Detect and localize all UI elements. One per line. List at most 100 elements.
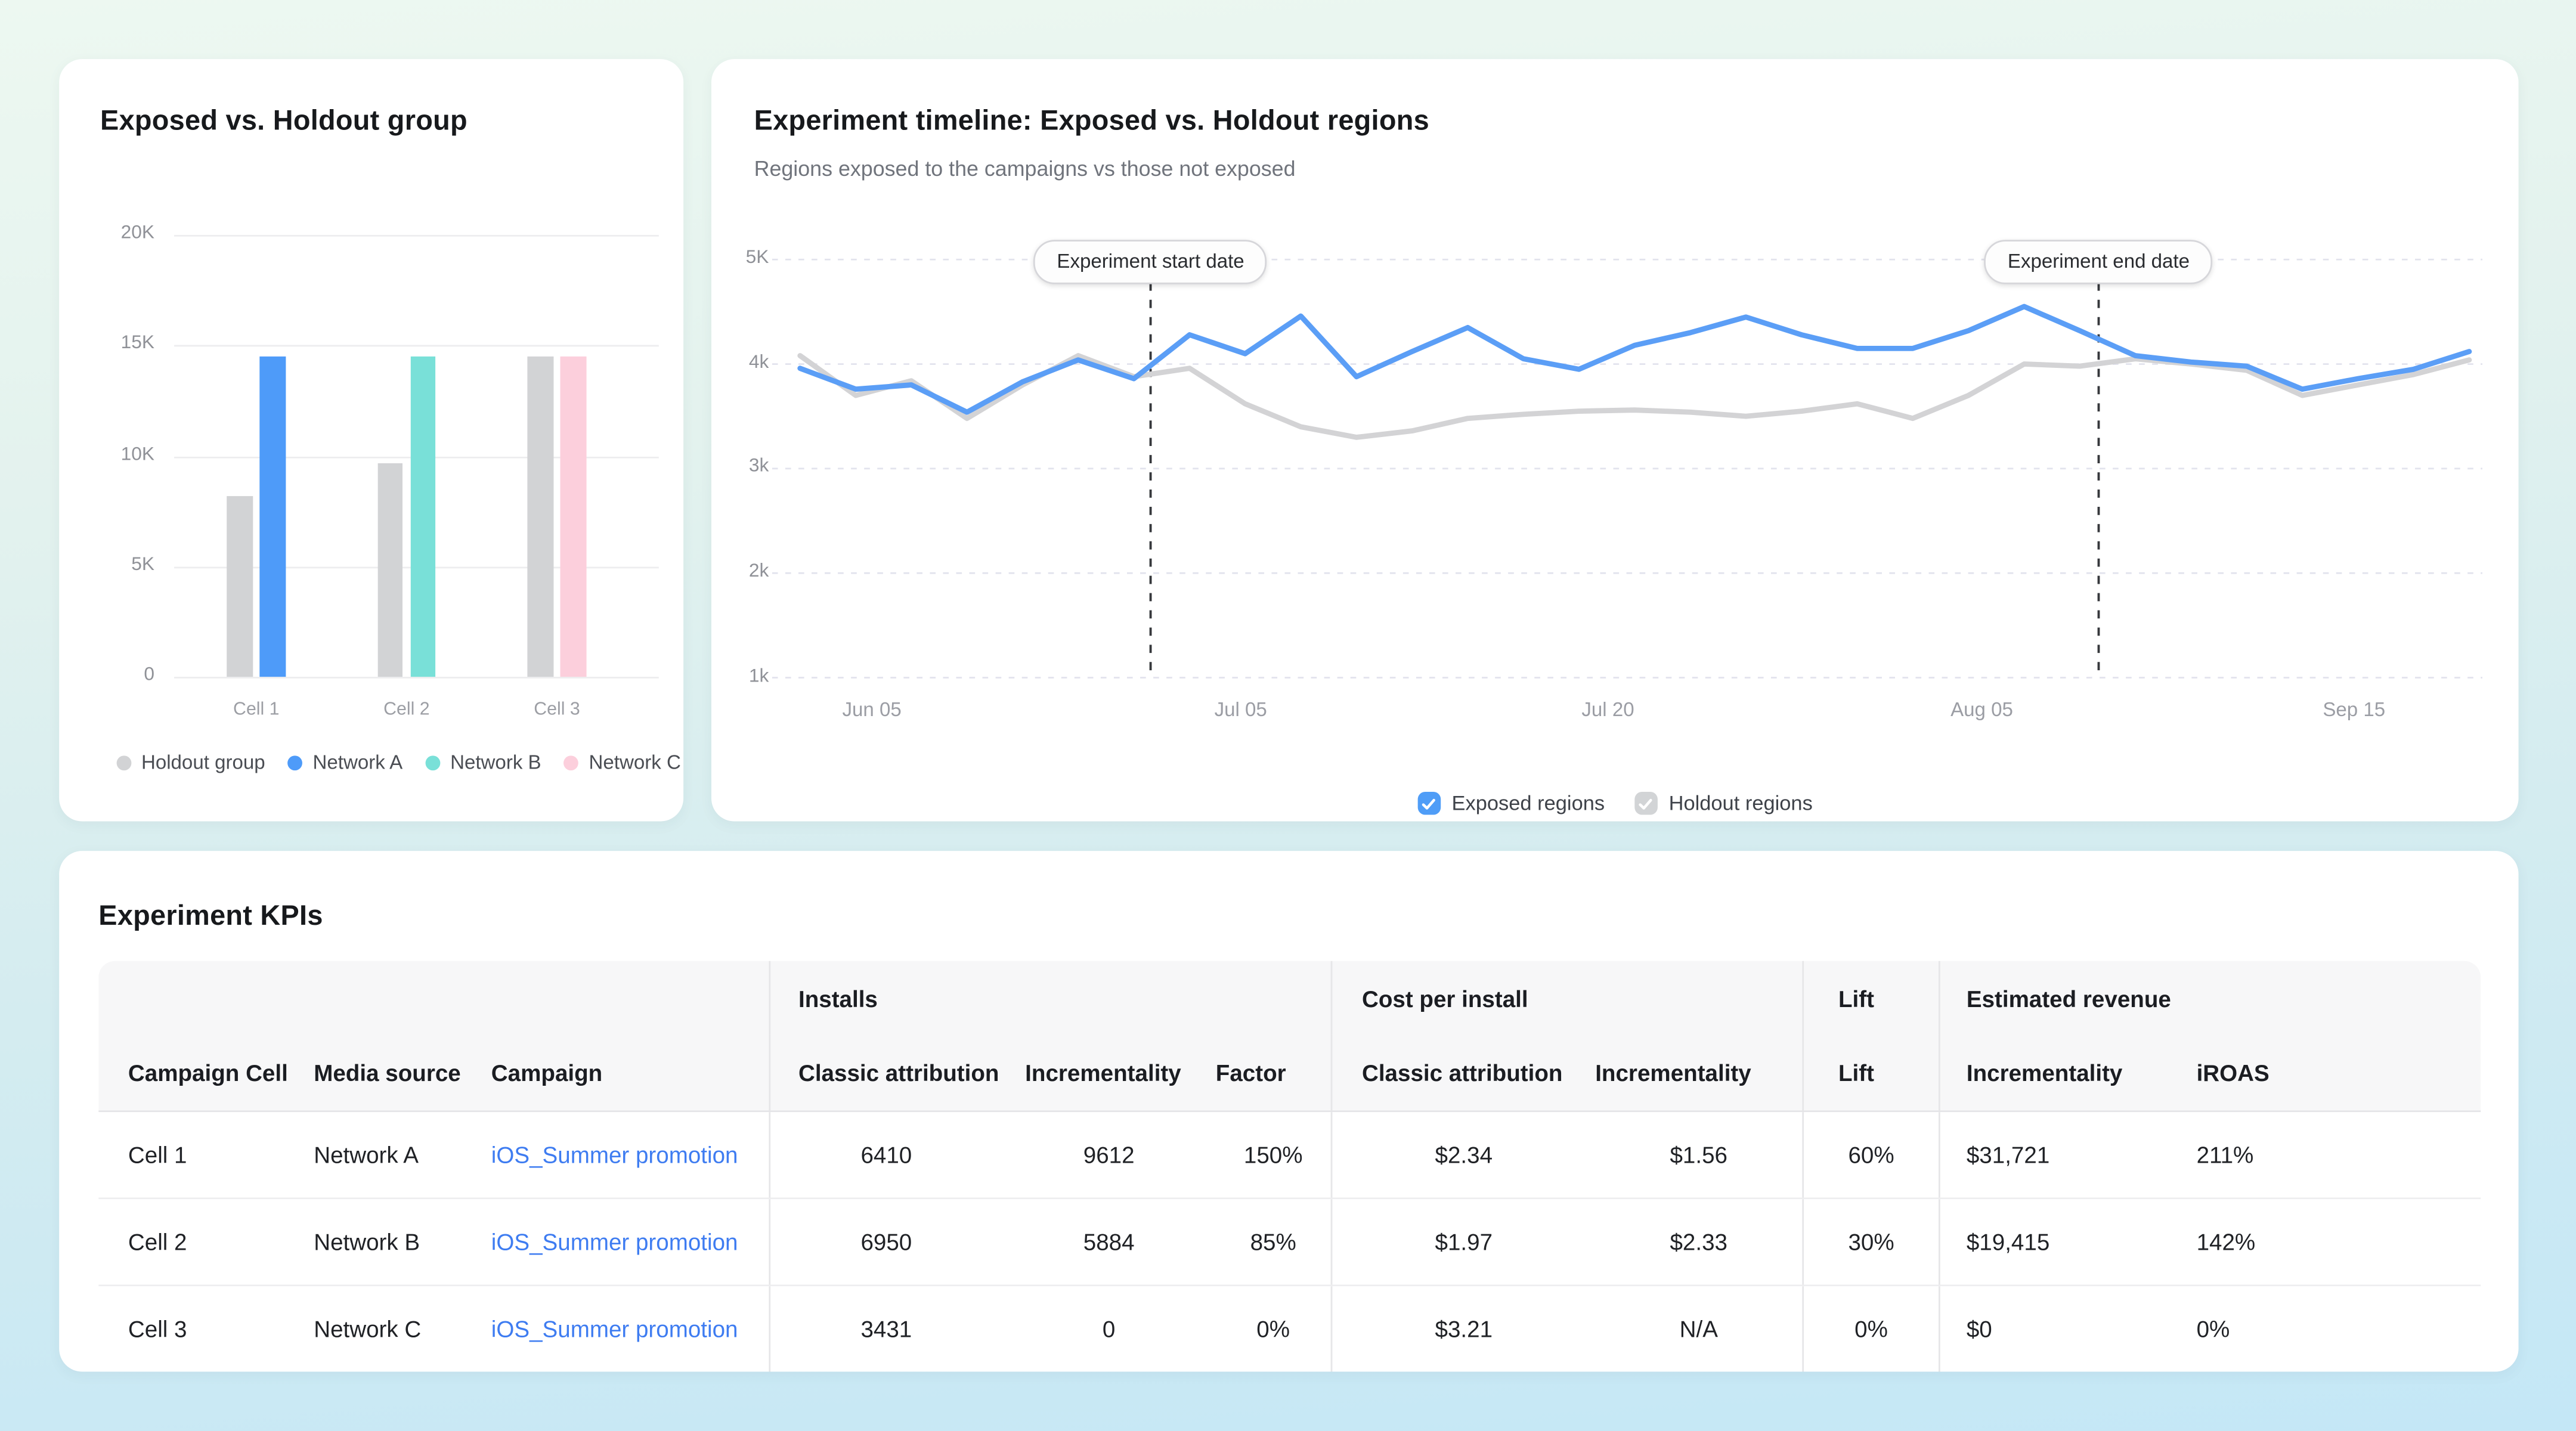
x-axis-tick-label: Jun 05: [842, 698, 902, 721]
kpi-col-header: Incrementality: [1595, 1060, 1751, 1086]
kpi-cell: $3.21: [1330, 1286, 1596, 1372]
kpi-cell: 142%: [2196, 1228, 2256, 1255]
y-axis-tick-label: 3k: [748, 457, 769, 477]
kpi-cell: 60%: [1802, 1112, 1939, 1198]
timeline-card-title: Experiment timeline: Exposed vs. Holdout…: [754, 105, 1429, 137]
legend-dot-icon: [425, 754, 441, 770]
legend-item[interactable]: Network C: [564, 751, 681, 774]
y-axis-tick-label: 2k: [748, 561, 769, 581]
bar-network-a: [259, 356, 286, 677]
kpi-col-header: Media source: [314, 1060, 461, 1086]
timeline-chart-card: Experiment timeline: Exposed vs. Holdout…: [711, 59, 2519, 822]
timeline-chart: 5K 4k 3k 2k 1k Experiment start date Experimen…: [711, 59, 2519, 821]
check-icon: [1639, 798, 1653, 809]
kpi-card: Experiment KPIs Installs Cost per install…: [59, 851, 2519, 1372]
kpi-cell: iOS_Summer promotion: [491, 1112, 769, 1197]
kpi-cell: 150%: [1243, 1141, 1303, 1168]
legend-label: Exposed regions: [1451, 791, 1605, 815]
kpi-cell: 0: [1102, 1315, 1116, 1342]
legend-label: Network C: [589, 751, 681, 774]
legend-dot-icon: [116, 754, 132, 770]
bar-chart-card: Exposed vs. Holdout group 0 5K 10K 15K 20K Ce…: [59, 59, 684, 822]
kpi-col-header: Factor: [1215, 1060, 1286, 1086]
y-axis-tick-label: 0: [144, 665, 154, 685]
kpi-cell: $2.33: [1670, 1228, 1728, 1255]
kpi-col-header: Incrementality: [1025, 1060, 1181, 1086]
legend-label: Network B: [450, 751, 541, 774]
kpi-col-header: iROAS: [2196, 1060, 2270, 1086]
kpi-col-header: Classic attribution: [1330, 1034, 1596, 1111]
bar-chart: 0 5K 10K 15K 20K Cell 1 Cell 2 Cell 3: [59, 59, 683, 821]
kpi-cell: 3431: [769, 1286, 1002, 1372]
kpi-cell: 211%: [2196, 1141, 2254, 1168]
y-axis-tick-label: 5K: [131, 555, 154, 575]
kpi-cell: $31,721: [1939, 1112, 2197, 1198]
kpi-col-header: Incrementality: [1939, 1034, 2197, 1111]
timeline-card-subtitle: Regions exposed to the campaigns vs thos…: [754, 156, 1296, 181]
checkbox-checked-icon[interactable]: [1634, 791, 1658, 815]
bar-network-c: [561, 356, 586, 677]
kpi-cell: $0: [1939, 1286, 2197, 1372]
bar-holdout-group: [528, 356, 553, 677]
legend-label: Holdout group: [141, 751, 265, 774]
bar-chart-legend: Holdout group Network A Network B Network C: [116, 751, 681, 774]
kpi-header-group-row: Installs Cost per install Lift Estimated re…: [98, 961, 2481, 1035]
kpi-group-header: Lift: [1802, 961, 1939, 1035]
legend-dot-icon: [564, 754, 580, 770]
kpi-cell: Network B: [314, 1228, 420, 1255]
legend-item[interactable]: Network B: [425, 751, 541, 774]
legend-dot-icon: [288, 754, 304, 770]
kpi-table: Installs Cost per install Lift Estimated re…: [98, 961, 2481, 1372]
kpi-cell: $2.34: [1330, 1112, 1596, 1198]
series-line-exposed-regions: [797, 303, 2472, 415]
annotation-pill: Experiment end date: [1984, 240, 2213, 284]
x-axis-tick-label: Jul 20: [1581, 698, 1634, 721]
kpi-group-header: Installs: [769, 961, 1330, 1035]
kpi-cell: Network C: [314, 1315, 422, 1342]
y-axis-tick-label: 5K: [745, 248, 769, 268]
y-axis-tick-label: 15K: [120, 333, 154, 354]
kpi-cell: 0%: [1256, 1315, 1290, 1342]
campaign-link[interactable]: iOS_Summer promotion: [491, 1315, 738, 1342]
timeline-chart-legend: Exposed regions Holdout regions: [711, 791, 2519, 815]
bar-holdout-group: [227, 495, 253, 677]
kpi-cell: Cell 3: [128, 1315, 187, 1342]
legend-item[interactable]: Exposed regions: [1417, 791, 1605, 815]
kpi-group-header: [98, 961, 769, 1035]
kpi-cell: Cell 1: [128, 1141, 187, 1168]
legend-label: Network A: [312, 751, 403, 774]
gridline: [174, 234, 659, 237]
y-axis-tick-label: 1k: [748, 666, 769, 686]
kpi-cell: iOS_Summer promotion: [491, 1286, 769, 1371]
kpi-cell: Cell 2: [128, 1228, 187, 1255]
checkbox-checked-icon[interactable]: [1417, 791, 1441, 815]
y-axis-tick-label: 20K: [120, 223, 154, 243]
kpi-cell: 6410: [769, 1112, 1002, 1198]
kpi-header-columns-row: Campaign Cell Media source Campaign Classic…: [98, 1034, 2481, 1113]
x-axis-category-label: Cell 2: [383, 699, 430, 720]
kpi-col-header: Classic attribution: [769, 1034, 1002, 1111]
x-axis-category-label: Cell 1: [233, 699, 280, 720]
kpi-cell: $1.56: [1670, 1141, 1728, 1168]
kpi-cell: $19,415: [1939, 1199, 2197, 1285]
campaign-link[interactable]: iOS_Summer promotion: [491, 1141, 738, 1168]
y-axis-tick-label: 10K: [120, 444, 154, 464]
x-axis-tick-label: Sep 15: [2323, 698, 2386, 721]
kpi-group-header: Cost per install: [1330, 961, 1803, 1035]
legend-item[interactable]: Network A: [288, 751, 402, 774]
kpi-cell: $1.97: [1330, 1199, 1596, 1285]
gridline: [174, 345, 659, 348]
kpi-table-row: Cell 1 Network A iOS_Summer promotion 6410 9…: [98, 1112, 2481, 1200]
gridline: [174, 677, 659, 679]
bar-holdout-group: [377, 462, 403, 677]
campaign-link[interactable]: iOS_Summer promotion: [491, 1228, 738, 1255]
kpi-cell: 0%: [2196, 1315, 2230, 1342]
kpi-cell: 5884: [1083, 1228, 1135, 1255]
legend-item[interactable]: Holdout regions: [1634, 791, 1813, 815]
check-icon: [1422, 798, 1436, 809]
kpi-cell: 85%: [1250, 1228, 1296, 1255]
kpi-cell: 6950: [769, 1199, 1002, 1285]
kpi-card-title: Experiment KPIs: [98, 900, 323, 932]
legend-item[interactable]: Holdout group: [116, 751, 265, 774]
x-axis-category-label: Cell 3: [534, 699, 580, 720]
